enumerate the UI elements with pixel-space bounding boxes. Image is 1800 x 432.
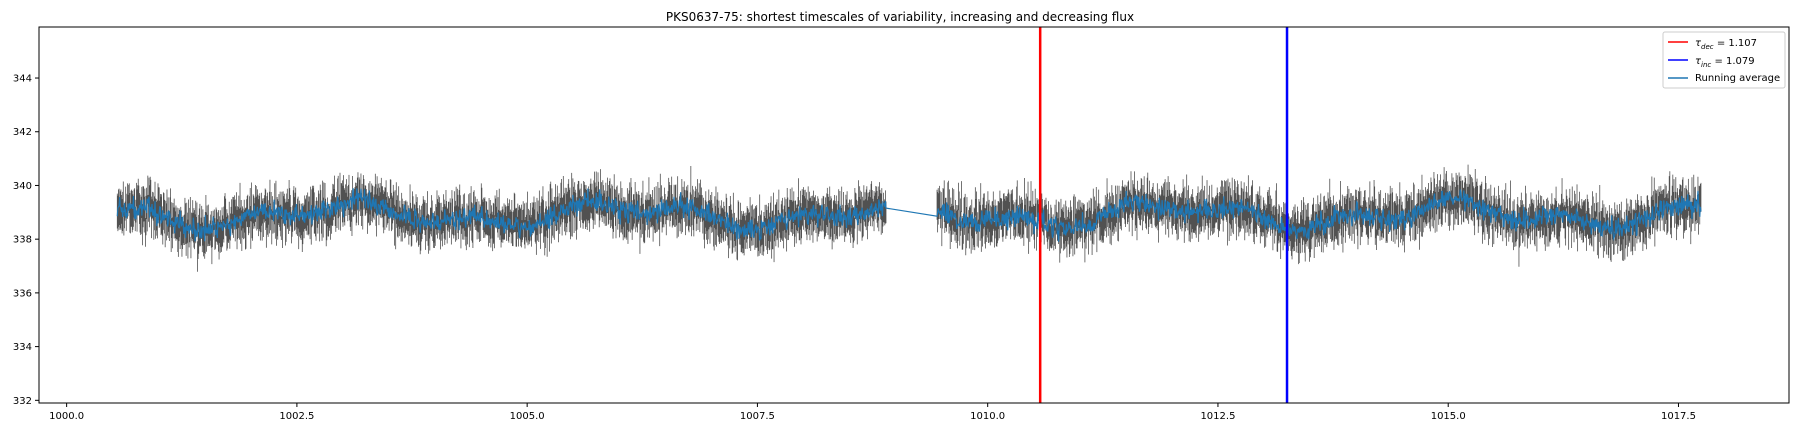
- legend-tau-inc-symbol: τ: [1695, 56, 1702, 67]
- y-tick-label: 334: [13, 342, 32, 353]
- x-tick-label: 1007.5: [740, 411, 775, 422]
- x-tick-label: 1005.0: [510, 411, 545, 422]
- axes: 1000.0 1002.5 1005.0 1007.5 1010.0 1012.5 1015…: [13, 26, 1790, 422]
- y-tick-label: 342: [13, 127, 32, 138]
- legend-tau-dec-value: = 1.107: [1714, 38, 1757, 49]
- legend-label-increasing: τinc = 1.079: [1695, 56, 1755, 69]
- x-tick-label: 1017.5: [1661, 411, 1696, 422]
- x-tick-label: 1015.0: [1431, 411, 1466, 422]
- legend-label-running-average: Running average: [1695, 73, 1780, 84]
- legend-tau-inc-value: = 1.079: [1711, 56, 1754, 67]
- plot-area: [116, 27, 1702, 403]
- errorbar-segments: [116, 164, 1702, 272]
- axes-frame: [38, 26, 1790, 404]
- legend-tau-dec-symbol: τ: [1695, 38, 1702, 49]
- y-tick-label: 336: [13, 288, 32, 299]
- y-tick-label: 338: [13, 235, 32, 246]
- x-tick-label: 1012.5: [1200, 411, 1235, 422]
- series-errorbars: [116, 164, 1702, 272]
- chart-title: PKS0637-75: shortest timescales of varia…: [666, 10, 1134, 24]
- x-tick-label: 1010.0: [970, 411, 1005, 422]
- legend-label-decreasing: τdec = 1.107: [1695, 38, 1757, 51]
- legend: τdec = 1.107 τinc = 1.079 Running averag…: [1662, 31, 1786, 89]
- legend-frame: [1662, 31, 1786, 89]
- legend-tau-inc-sub: inc: [1701, 61, 1711, 69]
- y-tick-label: 340: [13, 181, 32, 192]
- series-running-average: [116, 188, 1702, 242]
- y-tick-label: 344: [13, 74, 32, 85]
- x-tick-label: 1002.5: [279, 411, 314, 422]
- y-tick-label: 332: [13, 396, 32, 407]
- x-tick-label: 1000.0: [49, 411, 84, 422]
- legend-tau-dec-sub: dec: [1701, 43, 1714, 51]
